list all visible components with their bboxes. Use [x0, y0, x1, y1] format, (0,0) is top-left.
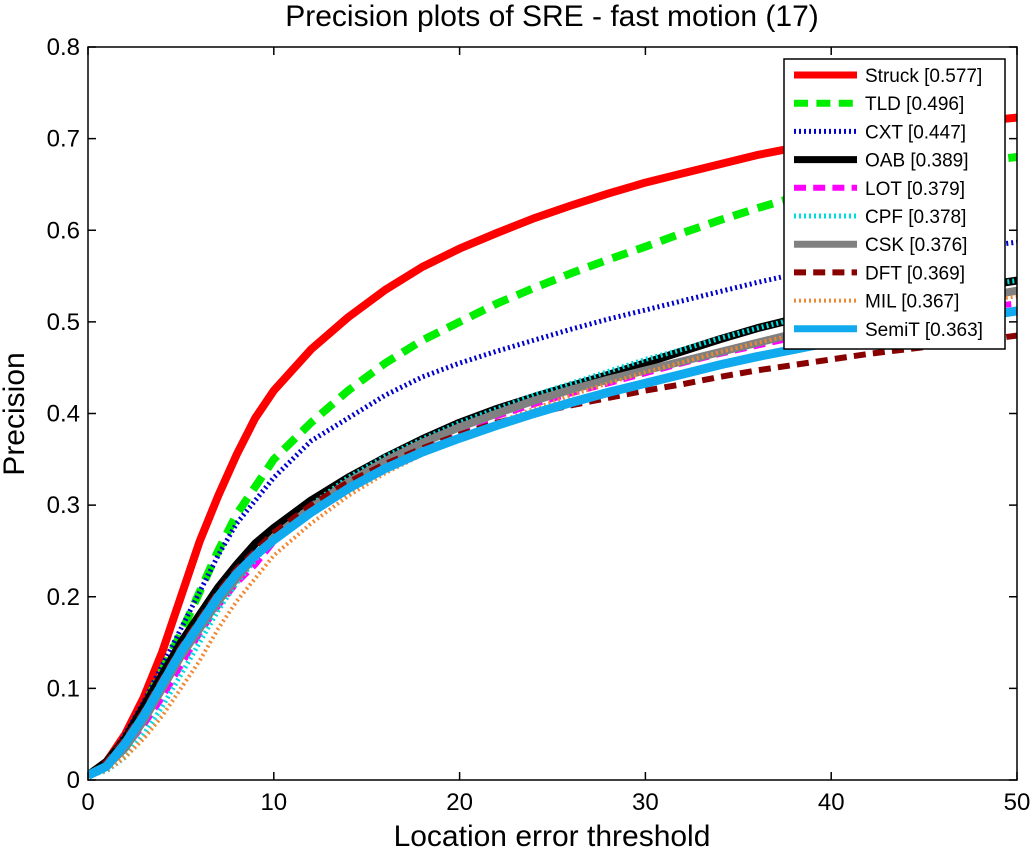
legend-label-7: DFT [0.369]: [865, 263, 965, 284]
legend-label-2: CXT [0.447]: [865, 122, 966, 143]
series-line-1: [88, 153, 1017, 779]
x-tick-label: 30: [632, 789, 659, 816]
x-tick-label: 20: [446, 789, 473, 816]
x-tick-label: 40: [818, 789, 845, 816]
series-line-9: [88, 306, 1017, 780]
y-tick-label: 0.2: [47, 584, 80, 611]
y-tick-label: 0.5: [47, 309, 80, 336]
y-tick-label: 0.7: [47, 126, 80, 153]
legend-label-1: TLD [0.496]: [865, 94, 964, 115]
legend-label-4: LOT [0.379]: [865, 179, 965, 200]
x-tick-label: 10: [260, 789, 287, 816]
y-axis-label: Precision: [0, 352, 31, 475]
y-tick-label: 0.6: [47, 217, 80, 244]
series-line-2: [88, 239, 1017, 778]
legend: Struck [0.577] TLD [0.496] CXT [0.447] OAB …: [783, 58, 1006, 350]
legend-label-9: SemiT [0.363]: [865, 320, 983, 341]
legend-label-3: OAB [0.389]: [865, 151, 969, 172]
y-tick-label: 0: [67, 767, 80, 794]
y-tick-label: 0.3: [47, 492, 80, 519]
x-axis-ticks: 0 10 20 30 40 50: [81, 47, 1030, 816]
y-axis-ticks: 0 0.1 0.2 0.3 0.4 0.5 0.6 0.7 0.8: [47, 34, 1017, 794]
x-tick-label: 0: [81, 789, 94, 816]
y-tick-label: 0.4: [47, 401, 80, 428]
legend-label-0: Struck [0.577]: [865, 66, 982, 87]
x-tick-label: 50: [1004, 789, 1031, 816]
y-tick-label: 0.8: [47, 34, 80, 61]
chart-title: Precision plots of SRE - fast motion (17…: [285, 0, 819, 33]
x-axis-label: Location error threshold: [394, 820, 711, 850]
legend-label-5: CPF [0.378]: [865, 207, 966, 228]
y-tick-label: 0.1: [47, 675, 80, 702]
legend-label-8: MIL [0.367]: [865, 292, 959, 313]
series-line-8: [88, 294, 1017, 778]
legend-label-6: CSK [0.376]: [865, 235, 967, 256]
